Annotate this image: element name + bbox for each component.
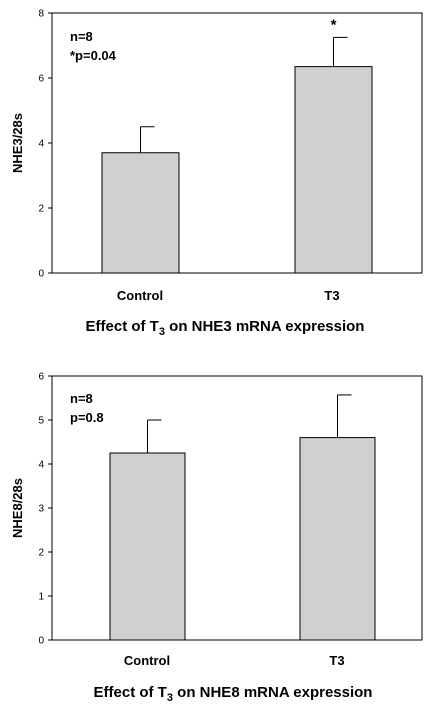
y-tick-label: 0 [38,269,44,280]
annotation-n: n=8 [70,391,93,406]
category-label-control: Control [124,653,170,668]
y-tick-label: 2 [38,204,44,215]
bar-t3 [294,66,373,274]
annotation-p: p=0.8 [70,410,104,425]
caption-pre: Effect of T [86,318,159,335]
caption-post: on NHE8 mRNA expression [173,684,373,701]
caption-pre: Effect of T [94,684,167,701]
category-label-t3: T3 [324,288,339,303]
y-tick-label: 6 [38,74,44,85]
bar-control [109,452,186,641]
y-axis-ticks: 0 1 2 3 4 5 6 [38,372,52,647]
y-axis-label: NHE8/28s [10,478,25,538]
bar-t3 [299,437,376,641]
chart-caption: Effect of T3 on NHE8 mRNA expression [94,684,373,704]
y-tick-label: 0 [38,636,44,647]
caption-post: on NHE3 mRNA expression [165,318,365,335]
y-tick-label: 5 [38,416,44,427]
caption-sub: 3 [159,326,165,338]
caption-sub: 3 [167,692,173,704]
y-tick-label: 2 [38,548,44,559]
significance-marker: * [331,16,337,33]
category-label-control: Control [117,288,163,303]
chart-caption: Effect of T3 on NHE3 mRNA expression [86,318,365,338]
chart-nhe8: 0 1 2 3 4 5 6 NHE8/28s n=8 p=0.8 Control T3 Ef… [10,372,423,704]
y-tick-label: 6 [38,372,44,383]
bars [109,394,376,641]
bars: * [101,16,373,274]
y-tick-label: 4 [38,460,44,471]
y-axis-label: NHE3/28s [10,113,25,173]
annotation-p: *p=0.04 [70,48,117,63]
bar-control [101,152,180,274]
y-tick-label: 4 [38,139,44,150]
category-label-t3: T3 [329,653,344,668]
y-tick-label: 3 [38,504,44,515]
y-axis-ticks: 0 2 4 6 8 [38,9,52,280]
y-tick-label: 8 [38,9,44,20]
y-tick-label: 1 [38,592,44,603]
annotation-n: n=8 [70,29,93,44]
